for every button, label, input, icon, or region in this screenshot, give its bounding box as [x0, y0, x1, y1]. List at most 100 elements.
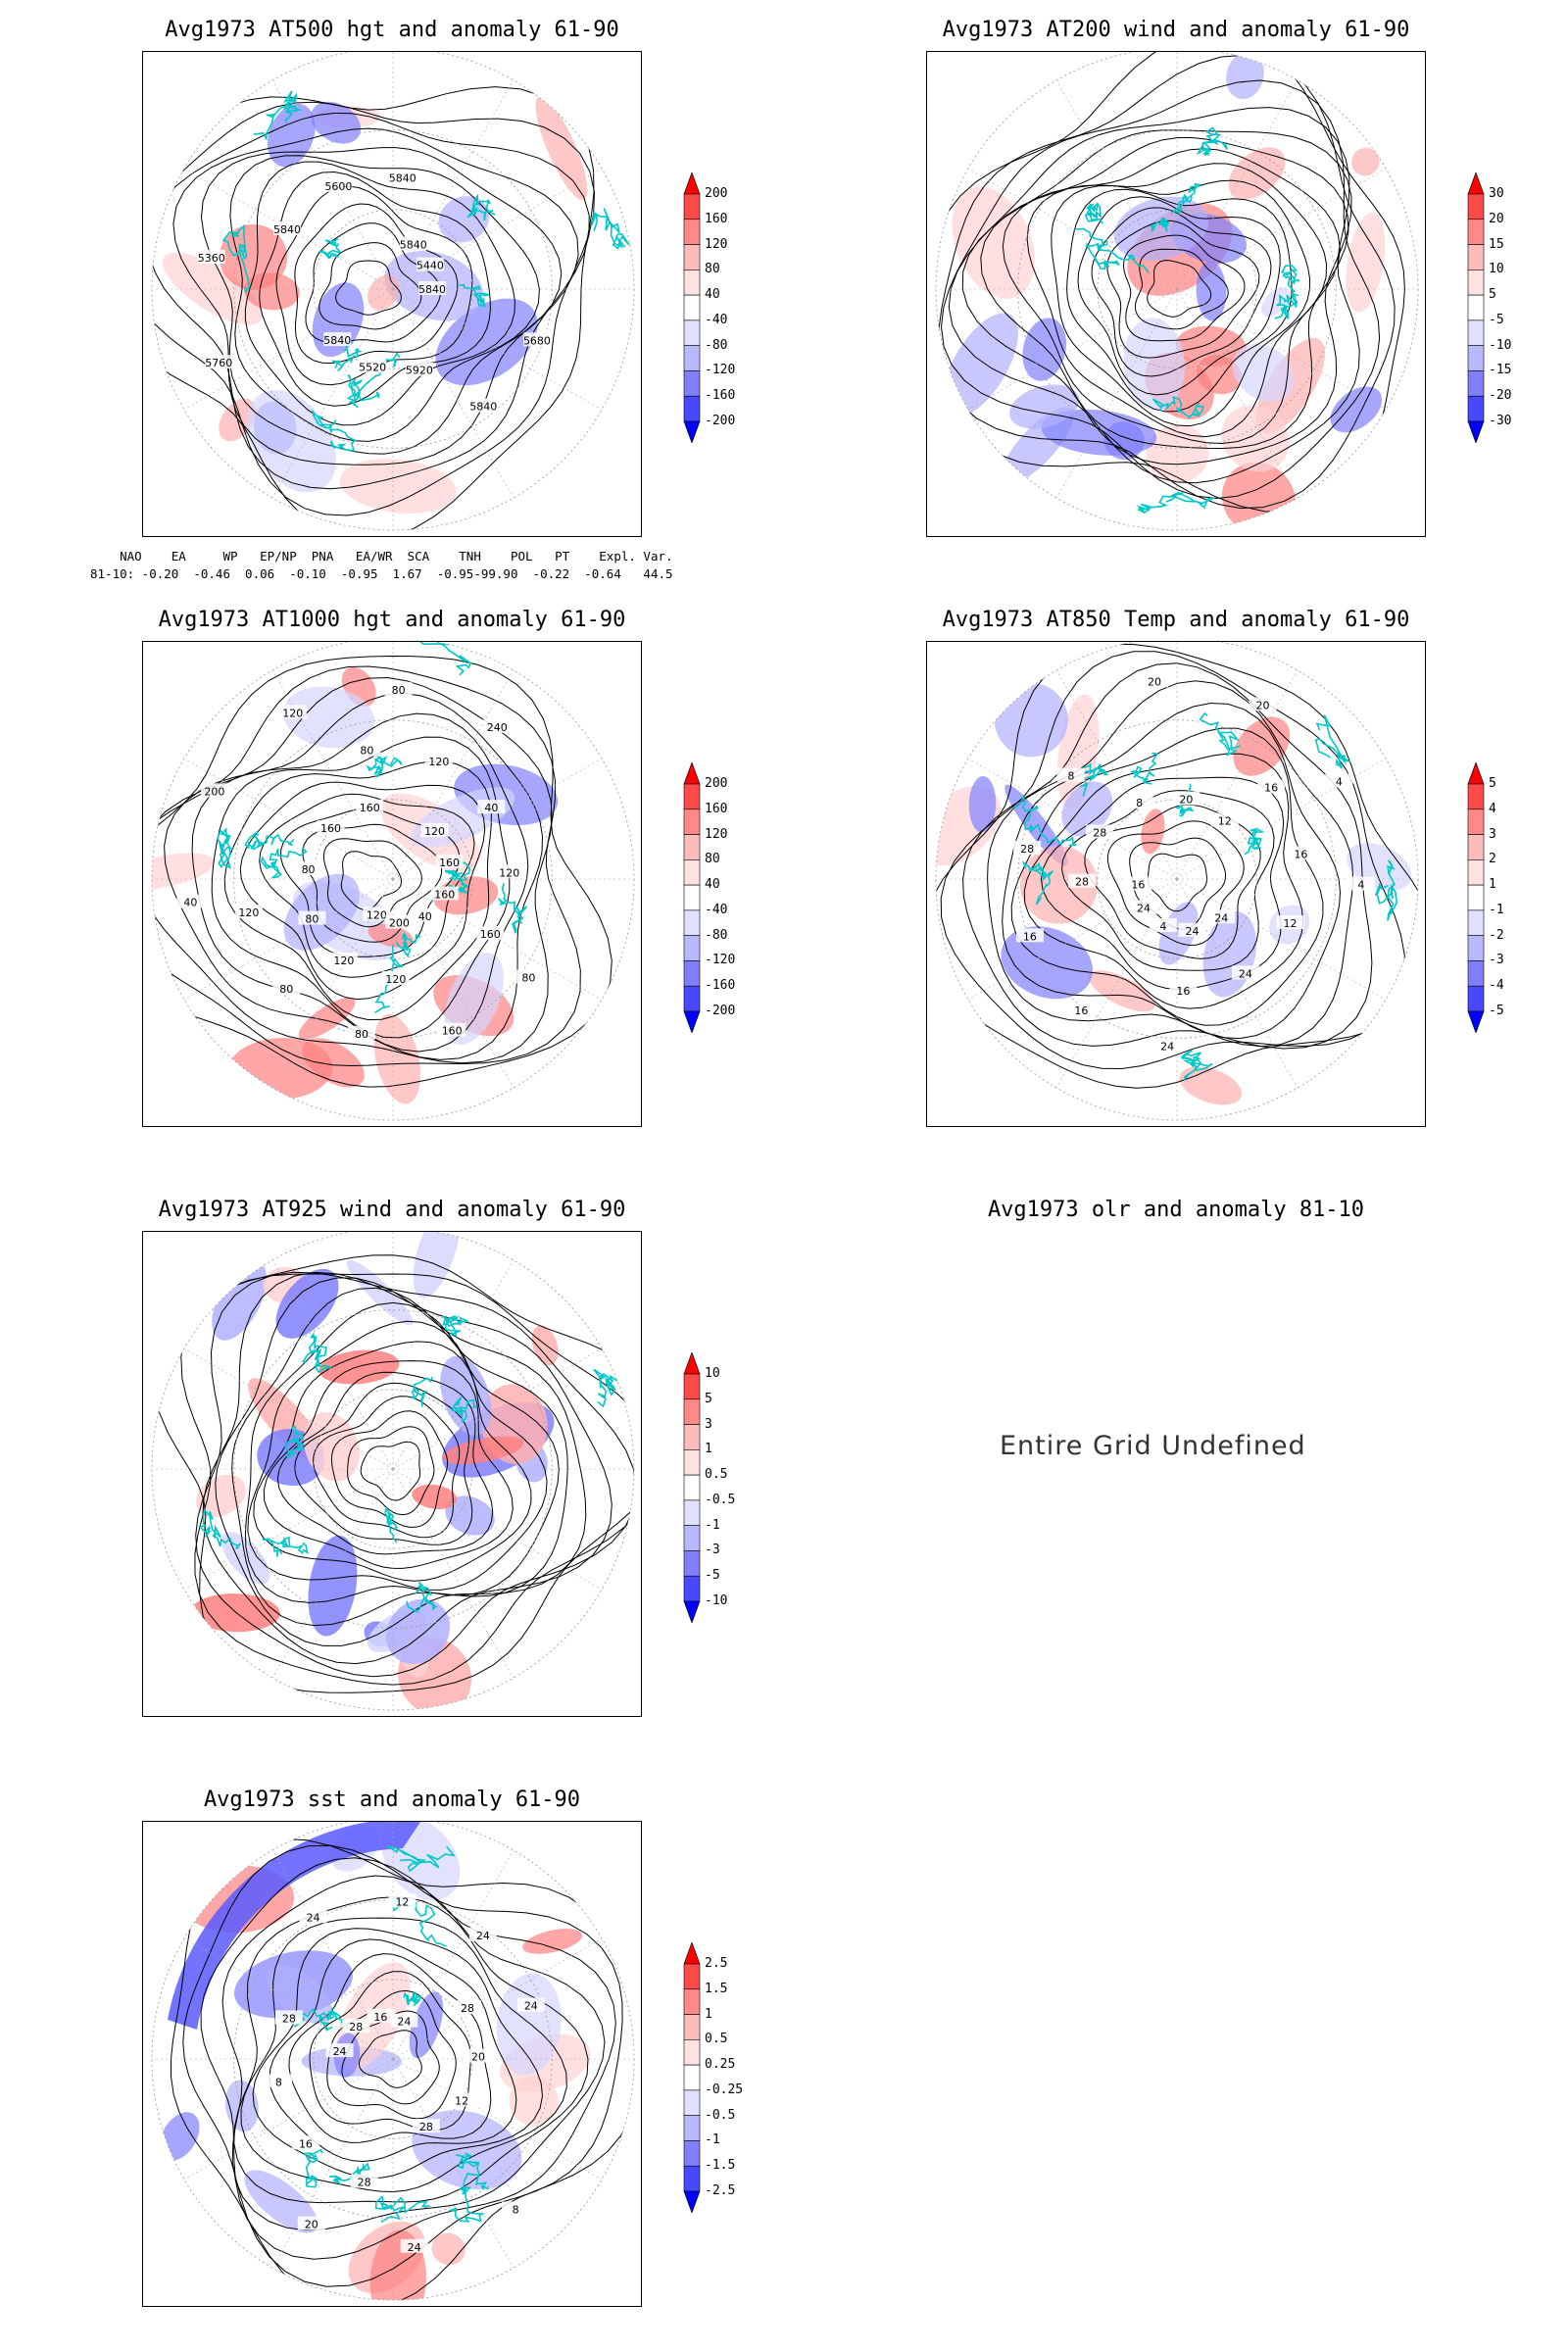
contour-label-bg [384, 682, 413, 697]
colorbar-swatch [683, 2089, 701, 2116]
colorbar-label: -5 [705, 1568, 720, 1584]
colorbar-label: -10 [1489, 337, 1512, 353]
anomaly-region [282, 686, 375, 749]
colorbar-label: -160 [705, 978, 736, 994]
contour-label-bg [265, 2074, 293, 2088]
colorbar-swatch [1467, 370, 1485, 397]
contour-label-bg [1249, 697, 1277, 711]
streamline [1002, 148, 1341, 445]
meridian-line [183, 758, 394, 880]
contour-label: 120 [282, 707, 303, 719]
map-boundary [151, 642, 635, 1121]
contour-label: 160 [360, 802, 380, 814]
colorbar-swatches [683, 1351, 701, 1624]
streamline [1122, 234, 1246, 342]
contour-line [182, 1844, 623, 2287]
coastline [1199, 711, 1242, 757]
colorbar-swatch [683, 1010, 701, 1034]
panel-title-at500: Avg1973 AT500 hgt and anomaly 61-90 [165, 18, 619, 42]
colorbar-swatches [683, 761, 701, 1034]
streamline [1106, 220, 1260, 359]
colorbar-swatch [683, 761, 701, 785]
contour-label-bg [1207, 909, 1236, 924]
colorbar-label: 160 [705, 211, 728, 226]
contour-label: 20 [1255, 699, 1269, 711]
colorbar-swatch [1467, 219, 1485, 245]
contour-label-bg [1172, 791, 1200, 806]
contour-label: 24 [307, 1911, 320, 1924]
colorbar-swatch [683, 1963, 701, 1990]
contour-line [318, 242, 422, 330]
coastline [284, 1426, 305, 1460]
contour-line [233, 1896, 589, 2204]
latitude-circle [233, 1309, 553, 1629]
anomaly-region [298, 998, 356, 1040]
contour-label: 4 [1159, 920, 1166, 933]
contour-label-bg [464, 2048, 492, 2063]
coastline [1150, 217, 1170, 233]
contour-label-bg [294, 861, 322, 876]
colorbar-label: 160 [705, 801, 728, 816]
contour-label-bg [468, 1927, 497, 1941]
colorbar-swatch [683, 985, 701, 1012]
contour-line [936, 643, 1418, 1089]
anomaly-region [1141, 808, 1165, 855]
colorbar-swatch [1467, 244, 1485, 270]
coastline [459, 283, 490, 309]
colorbar-label: -80 [705, 927, 728, 943]
meridian-line [1176, 758, 1387, 880]
anomaly-region [936, 786, 1002, 866]
colorbar-swatch [683, 859, 701, 886]
contour-label-bg [234, 905, 263, 919]
meridian-line [392, 288, 603, 411]
colorbar-swatch [1467, 935, 1485, 961]
colorbar-label: 0.25 [705, 2057, 736, 2073]
anomaly-region [339, 459, 457, 514]
colorbar-label: 1.5 [705, 1981, 728, 1996]
contour-label: 16 [1264, 782, 1278, 795]
meridian-line [1055, 669, 1178, 880]
colorbar-swatch [683, 2165, 701, 2192]
contour-label-bg [420, 822, 449, 837]
colorbar-swatches [1467, 761, 1485, 1034]
colorbar-label: -160 [705, 388, 736, 404]
contour-label: 5840 [273, 223, 301, 236]
colorbar-label: 10 [705, 1366, 720, 1381]
contour-label: 12 [455, 2094, 468, 2107]
contour-label: 5680 [523, 334, 551, 347]
contour-label: 200 [204, 785, 224, 798]
contour-label: 200 [389, 917, 410, 930]
coastline [441, 1314, 468, 1338]
map-layer [936, 52, 1405, 530]
contour-label: 160 [320, 822, 341, 835]
meridian-line [392, 2058, 603, 2180]
colorbar-label: -1 [705, 2132, 720, 2148]
anomaly-region [303, 1411, 360, 1482]
contour-label-bg [317, 820, 345, 835]
colorbar-swatch [1467, 420, 1485, 444]
contour-label-bg [324, 177, 353, 192]
coastline [386, 1844, 456, 1873]
coastline [311, 409, 357, 452]
contour-label: 28 [1075, 876, 1089, 889]
contour-line [152, 112, 590, 490]
coastline [448, 2172, 486, 2223]
contour-label-bg [325, 2043, 354, 2058]
colorbar-label: -1 [705, 1517, 720, 1533]
contour-label: 80 [360, 745, 373, 758]
colorbar-at850: 5 4 3 2 1 -1 -2 -3 -4 -5 [1467, 761, 1568, 1034]
colorbar-label: -30 [1489, 414, 1512, 428]
colorbar-swatch [683, 2140, 701, 2167]
contour-label-bg [205, 355, 233, 369]
contour-label-bg [291, 2135, 319, 2150]
contour-label-bg [483, 718, 512, 733]
colorbar-swatch [683, 1525, 701, 1551]
anomaly-region [385, 1598, 451, 1664]
contour-label: 5360 [198, 252, 225, 265]
colorbar-label: -20 [1489, 388, 1512, 404]
contour-label: 40 [418, 910, 432, 923]
meridian-line [183, 1348, 394, 1470]
contour-label-bg [514, 969, 543, 984]
contour-label-bg [1347, 876, 1375, 891]
colorbar-label: 200 [705, 776, 728, 791]
